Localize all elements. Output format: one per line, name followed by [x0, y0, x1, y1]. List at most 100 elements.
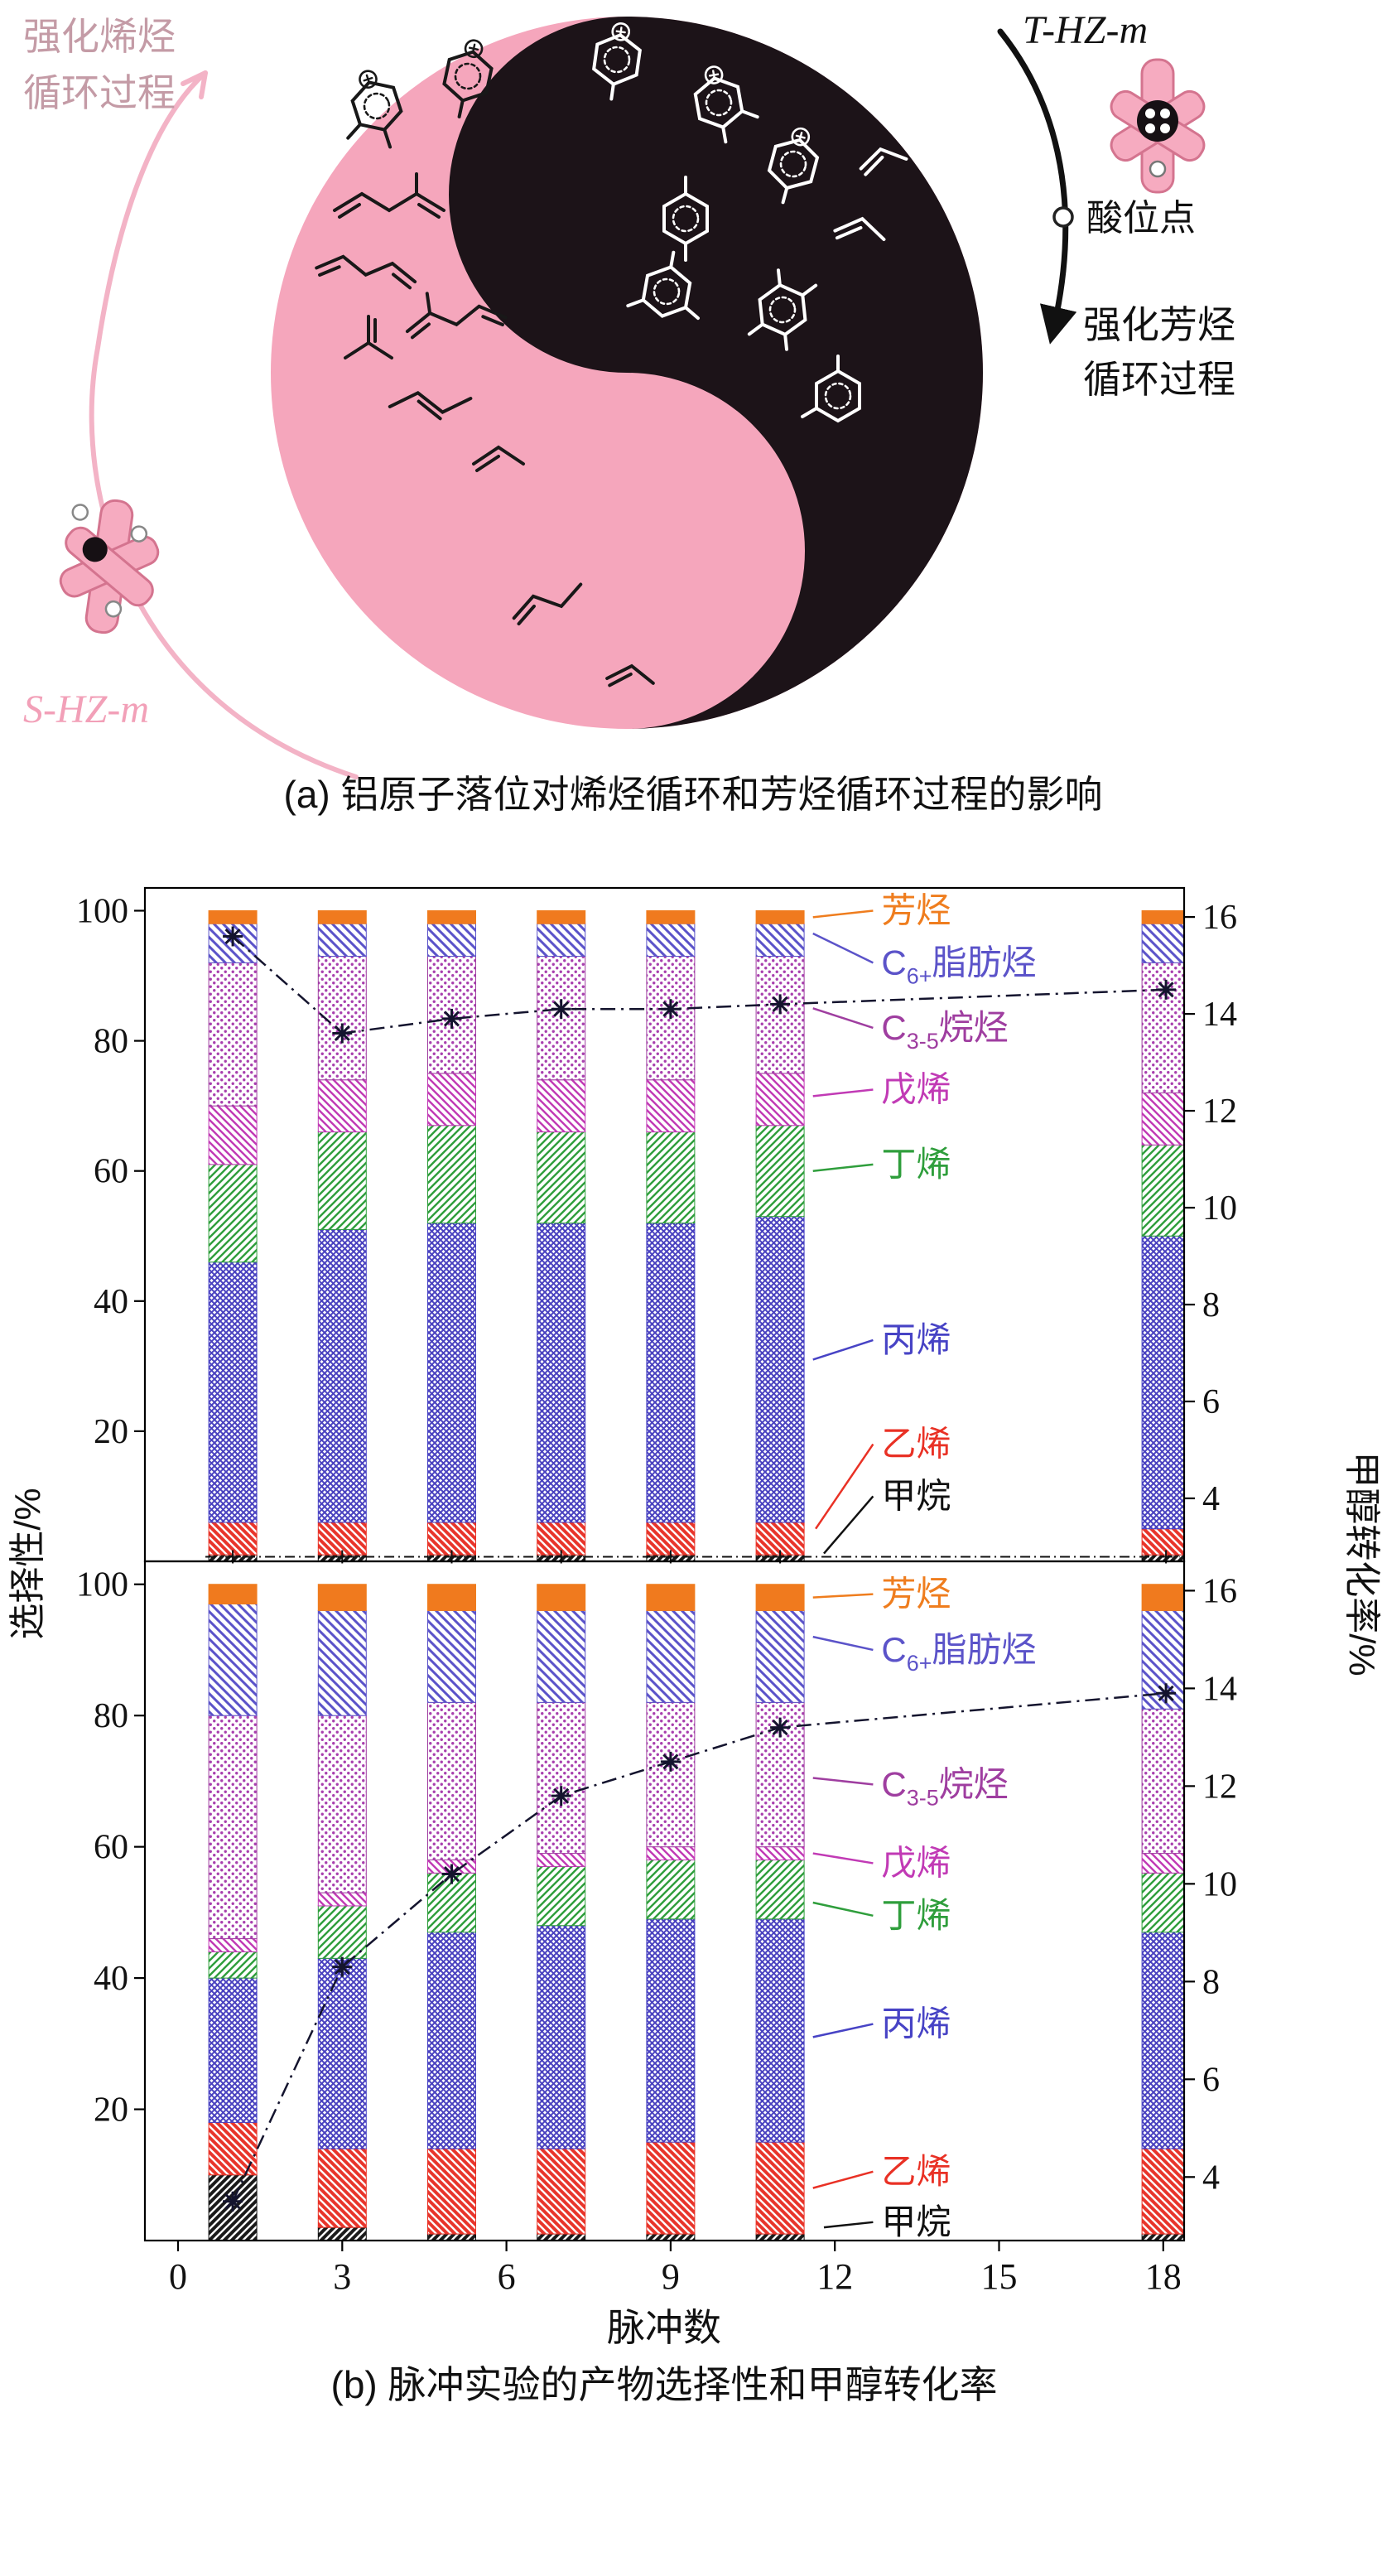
olefin-cycle-text-line2: 循环过程 — [23, 71, 176, 114]
annotation-label-aromatics: 芳烃 — [881, 1575, 951, 1614]
bar-pentene — [537, 1079, 586, 1133]
bar-propylene — [427, 1223, 476, 1523]
bar-aromatics — [208, 909, 258, 924]
aromatic-cycle-molecules — [590, 21, 908, 422]
annotation-label-pentene: 戊烯 — [881, 1070, 951, 1109]
bar-butene — [317, 1131, 367, 1230]
annotation-label-c6plus: C6+脂肪烃 — [881, 1630, 1036, 1676]
right-tick-label: 6 — [1202, 2061, 1220, 2099]
aromatic-cycle-text-line1: 强化芳烃 — [1083, 303, 1235, 346]
bar-propylene — [1141, 1932, 1184, 2149]
bar-methane — [1141, 2233, 1184, 2241]
bar-c6plus — [755, 1609, 805, 1703]
annotation-label-methane: 甲烷 — [881, 2202, 951, 2241]
bar-c6plus — [646, 1609, 696, 1703]
panel-b-caption: (b) 脉冲实验的产物选择性和甲醇转化率 — [331, 2363, 998, 2406]
annotation-label-butene: 丁烯 — [881, 1145, 951, 1184]
right-tick-label: 12 — [1202, 1768, 1237, 1806]
s-sample-label: S-HZ-m — [23, 687, 149, 731]
bar-aromatics — [317, 909, 367, 924]
right-tick-label: 14 — [1202, 1670, 1237, 1708]
yang-black-half — [449, 17, 983, 729]
bar-propylene — [317, 1228, 367, 1523]
annotation-line-pentene — [812, 1088, 874, 1097]
bar-butene — [755, 1859, 805, 1920]
bar-propylene — [646, 1223, 696, 1523]
bar-pentene — [208, 1938, 258, 1952]
bar-ethylene — [1141, 2148, 1184, 2235]
bar-pentene — [537, 1853, 586, 1867]
annotation-line-alkanes — [812, 1007, 874, 1030]
bar-aromatics — [208, 1584, 258, 1604]
bar-butene — [537, 1131, 586, 1224]
conversion-star-marker — [223, 2191, 243, 2212]
bar-alkanes — [208, 962, 258, 1107]
left-tick-label: 100 — [76, 892, 128, 930]
panel-a-figure: 酸位点 强化烯烃 循环过程 T-HZ-m 强化芳烃 循环过程 S-HZ-m (a… — [23, 8, 1235, 816]
bar-butene — [537, 1865, 586, 1927]
t-hz-crystal-icon — [1110, 58, 1206, 194]
left-tick-label: 40 — [94, 1960, 128, 1998]
panel-b-charts: 2040608010046810121416芳烃C6+脂肪烃C3-5烷烃戊烯丁烯… — [7, 886, 1382, 2406]
left-tick-label: 100 — [76, 1566, 128, 1604]
bar-butene — [317, 1905, 367, 1959]
left-axis-title: 选择性/% — [7, 1488, 48, 1639]
bar-aromatics — [317, 1584, 367, 1611]
right-tick-label: 16 — [1202, 1572, 1237, 1610]
annotation-line-methane — [823, 2221, 874, 2229]
bar-pentene — [427, 1073, 476, 1126]
annotation-line-ethylene — [812, 2170, 874, 2189]
bar-alkanes — [427, 1701, 476, 1860]
x-tick-label: 3 — [333, 2256, 351, 2297]
right-tick-label: 6 — [1202, 1383, 1220, 1421]
bar-propylene — [427, 1932, 476, 2149]
annotation-label-c6plus: C6+脂肪烃 — [881, 943, 1036, 988]
olefin-cycle-arrowhead — [181, 70, 208, 99]
bar-aromatics — [427, 1584, 476, 1611]
olefin-cycle-arrow — [89, 70, 359, 779]
bar-ethylene — [646, 1522, 696, 1556]
x-tick-label: 12 — [816, 2256, 853, 2297]
conversion-star-marker — [223, 926, 243, 947]
bar-pentene — [755, 1846, 805, 1860]
bars-group — [208, 909, 1184, 1561]
bar-ethylene — [317, 1522, 367, 1556]
bar-pentene — [755, 1073, 805, 1126]
bar-butene — [427, 1125, 476, 1224]
conversion-star-marker — [441, 1864, 462, 1884]
annotation-line-aromatics — [812, 909, 874, 919]
right-tick-label: 10 — [1202, 1865, 1237, 1903]
bar-pentene — [317, 1892, 367, 1907]
s-hz-crystal-icon — [59, 499, 160, 634]
acid-site-dot — [1149, 160, 1167, 178]
conversion-star-marker — [660, 999, 681, 1020]
bar-aromatics — [427, 909, 476, 924]
bar-ethylene — [755, 1522, 805, 1556]
bar-c6plus — [317, 923, 367, 957]
bar-pentene — [208, 1105, 258, 1165]
annotation-line-alkanes — [812, 1777, 874, 1786]
bar-aromatics — [755, 909, 805, 924]
subplot-bottom: 20 40 60 80 100 4 6 8 10 12 14 16 0 3 6 9 12 15 18 芳烃 C6+脂肪烃… — [76, 1560, 1237, 2297]
bar-pentene — [646, 1079, 696, 1133]
left-tick-label: 80 — [94, 1023, 128, 1061]
bar-butene — [1141, 1144, 1184, 1237]
bar-methane — [427, 2233, 476, 2241]
bar-ethylene — [646, 2141, 696, 2235]
left-tick-label: 60 — [94, 1829, 128, 1867]
bar-ethylene — [427, 1522, 476, 1556]
acid-site-legend-label: 酸位点 — [1086, 198, 1196, 239]
bar-ethylene — [208, 1522, 258, 1556]
right-tick-label: 14 — [1202, 996, 1237, 1034]
annotation-line-c6plus — [812, 1635, 874, 1652]
bar-c6plus — [427, 1609, 476, 1703]
right-tick-label: 8 — [1202, 1963, 1220, 2001]
bar-aromatics — [537, 909, 586, 924]
bar-propylene — [646, 1918, 696, 2143]
annotation-label-ethylene: 乙烯 — [881, 2152, 951, 2191]
annotation-line-butene — [812, 1163, 874, 1172]
annotation-label-butene: 丁烯 — [881, 1896, 951, 1935]
right-axis-title: 甲醇转化率/% — [1341, 1451, 1382, 1676]
aromatic-cycle-text-line2: 循环过程 — [1083, 358, 1235, 401]
annotation-line-methane — [823, 1495, 874, 1555]
